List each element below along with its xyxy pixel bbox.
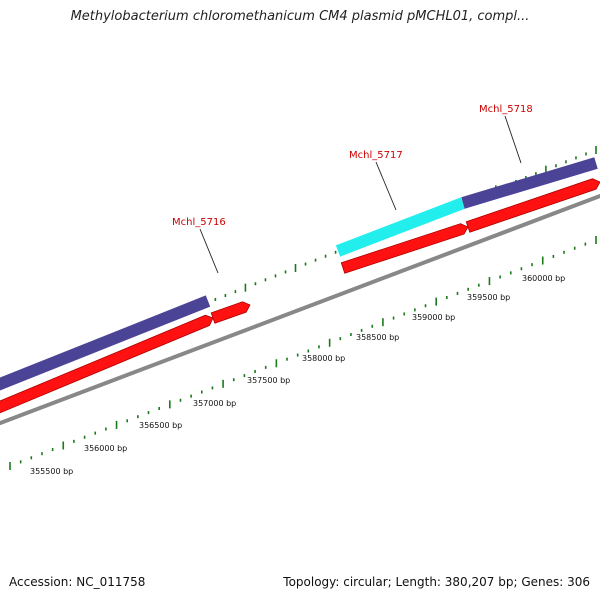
- scale-label: 359500 bp: [467, 293, 510, 302]
- gene-bar: [461, 157, 598, 209]
- scale-label: 356000 bp: [84, 444, 127, 453]
- inner-tick-track: [9, 236, 597, 470]
- gene-label: Mchl_5716: [172, 217, 226, 228]
- accession-text: Accession: NC_011758: [9, 575, 146, 589]
- map-title: Methylobacterium chloromethanicum CM4 pl…: [70, 9, 530, 24]
- gene-bar-highlighted: [335, 197, 466, 257]
- cds-arrow: [0, 314, 214, 414]
- gene-labels: Mchl_5716 Mchl_5717 Mchl_5718: [172, 104, 533, 274]
- gene-label: Mchl_5718: [479, 104, 533, 115]
- gene-leader-line: [199, 228, 219, 274]
- gene-bar: [0, 295, 211, 391]
- feature-tracks: [0, 157, 600, 426]
- cds-arrow: [210, 301, 251, 324]
- scale-label: 356500 bp: [139, 421, 182, 430]
- gene-label: Mchl_5717: [349, 150, 403, 161]
- scale-label: 359000 bp: [412, 313, 455, 322]
- scale-label: 357500 bp: [247, 376, 290, 385]
- topology-summary: Topology: circular; Length: 380,207 bp; …: [283, 575, 590, 589]
- scale-label: 357000 bp: [193, 399, 236, 408]
- scale-labels: 355500 bp 356000 bp 356500 bp 357000 bp 3575…: [30, 274, 565, 476]
- scale-label: 358000 bp: [302, 354, 345, 363]
- scale-label: 355500 bp: [30, 467, 73, 476]
- cds-arrow: [465, 178, 600, 233]
- scale-label: 358500 bp: [356, 333, 399, 342]
- gene-leader-line: [504, 115, 522, 164]
- backbone-line: [0, 194, 600, 426]
- cds-arrow: [340, 223, 469, 274]
- gene-leader-line: [375, 161, 397, 211]
- scale-label: 360000 bp: [522, 274, 565, 283]
